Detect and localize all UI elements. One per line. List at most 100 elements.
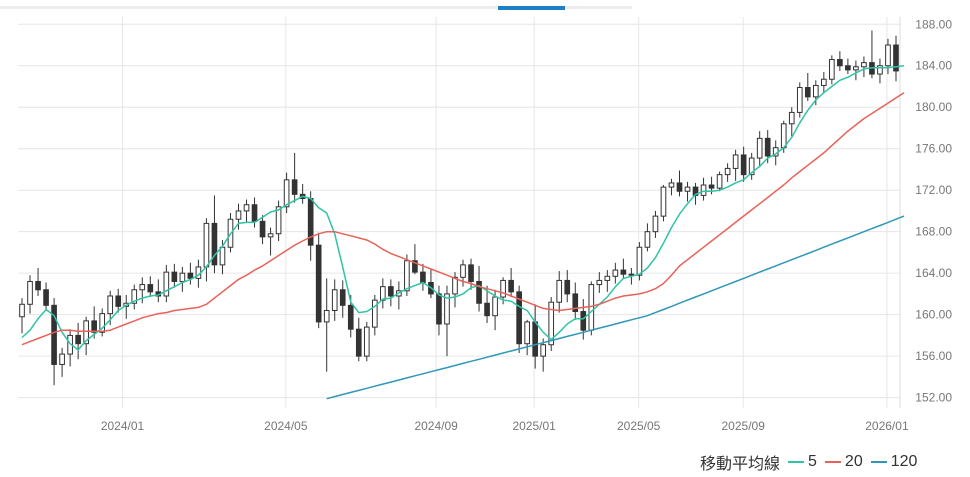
candle-up [588, 284, 595, 331]
candle-up [780, 123, 787, 149]
candle-down [51, 304, 57, 365]
y-tick-label: 168.00 [915, 225, 952, 239]
candle-down [412, 260, 418, 273]
candle-down [837, 59, 843, 67]
range-scrollbar-thumb[interactable] [498, 6, 565, 10]
x-tick-label: 2024/09 [414, 419, 458, 433]
candle-up [748, 157, 755, 176]
candle-down [764, 137, 771, 157]
candle-down [388, 286, 394, 297]
range-scrollbar-track[interactable] [0, 6, 632, 9]
y-tick-label: 180.00 [915, 100, 952, 114]
y-tick-label: 176.00 [915, 142, 952, 156]
candle-up [363, 326, 370, 357]
candle-up [732, 154, 739, 169]
candle-down [508, 279, 514, 293]
x-axis: 2024/01 2024/05 2024/09 2025/01 2025/05 2025/… [101, 419, 909, 433]
candle-up [99, 313, 106, 333]
candle-up [179, 272, 186, 282]
candle-down [804, 87, 811, 98]
candle-down [43, 289, 49, 306]
candle-down [355, 328, 362, 357]
candle-down [740, 154, 747, 176]
candle-down [476, 280, 482, 304]
ma120-swatch [870, 461, 887, 463]
candle-up [788, 111, 795, 125]
x-tick-label: 2026/01 [865, 419, 909, 433]
candle-down [468, 264, 474, 282]
candle-down [91, 320, 97, 333]
candle-down [484, 302, 490, 317]
y-tick-label: 156.00 [915, 349, 952, 363]
legend-item-ma20: 20 [824, 453, 863, 471]
candle-down [572, 293, 579, 313]
candle-up [885, 44, 891, 67]
candle-up [548, 301, 555, 346]
candle-up [139, 284, 146, 291]
candle-up [861, 62, 867, 68]
candle-up [724, 167, 731, 176]
candle-up [452, 276, 458, 295]
candle-down [147, 284, 154, 293]
ma20-line [21, 92, 905, 346]
candle-up [107, 295, 114, 315]
candle-down [564, 279, 571, 295]
ma20-swatch [824, 461, 841, 463]
candle-down [436, 293, 442, 325]
candle-up [540, 344, 547, 357]
candle-up [404, 260, 410, 292]
ma5-line [21, 64, 905, 351]
candle-up [796, 87, 803, 113]
candle-up [821, 78, 827, 86]
candle-up [235, 210, 242, 220]
candle-up [371, 299, 378, 328]
candle-up [444, 293, 450, 325]
legend-label-ma5: 5 [808, 453, 817, 470]
candle-up [684, 186, 691, 192]
legend-item-ma5: 5 [788, 453, 817, 471]
y-axis: 188.00 184.00 180.00 176.00 172.00 168.00 164.… [915, 17, 952, 404]
ma120-line [326, 215, 905, 400]
candle-up [612, 269, 619, 277]
y-tick-label: 172.00 [915, 183, 952, 197]
legend-title: 移動平均線 [700, 456, 781, 473]
x-tick-label: 2024/05 [264, 419, 308, 433]
candle-up [59, 353, 65, 365]
candle-up [203, 222, 210, 268]
candle-up [19, 303, 25, 318]
moving-average-lines [21, 64, 905, 400]
candle-down [75, 334, 81, 345]
x-tick-label: 2025/09 [722, 419, 766, 433]
candle-down [420, 271, 426, 284]
candle-down [708, 184, 715, 189]
candle-up [219, 246, 226, 266]
candle-up [283, 179, 290, 208]
candle-down [620, 269, 627, 275]
ma5-swatch [788, 461, 805, 463]
candle-up [604, 275, 611, 281]
candle-down [211, 222, 218, 266]
candle-down [35, 280, 41, 291]
candle-down [893, 44, 899, 72]
candle-up [756, 137, 763, 159]
candle-up [668, 182, 675, 188]
candle-down [628, 273, 635, 276]
candle-up [877, 65, 883, 75]
candle-up [323, 310, 330, 323]
candle-down [580, 311, 587, 331]
candle-up [131, 289, 138, 304]
y-tick-label: 160.00 [915, 308, 952, 322]
candle-down [315, 244, 322, 323]
candle-up [660, 186, 667, 217]
x-tick-label: 2024/01 [101, 419, 145, 433]
legend: 移動平均線 5 20 120 [700, 452, 917, 473]
candle-up [700, 184, 707, 196]
candle-down [516, 291, 522, 345]
candle-up [716, 174, 723, 189]
candle-up [243, 204, 250, 212]
candle-up [829, 59, 835, 80]
candle-up [812, 84, 819, 98]
candle-up [636, 246, 643, 276]
candle-up [652, 215, 659, 233]
